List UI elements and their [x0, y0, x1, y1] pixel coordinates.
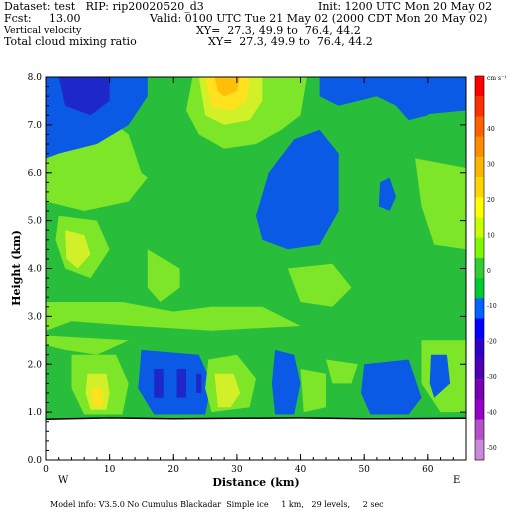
terrain-line	[45, 417, 467, 421]
cross-section-endpoints-1: XY= 27.3, 49.9 to 76.4, 44.2	[196, 24, 361, 37]
colorbar-swatch	[475, 318, 484, 339]
colorbar-swatch	[475, 116, 484, 137]
terrain-ground	[45, 417, 467, 460]
colorbar-swatch	[475, 379, 484, 400]
y-tick-label: 4.0	[28, 265, 43, 275]
colorbar-tick-label: 20	[487, 197, 495, 204]
contour-region-29	[300, 369, 326, 413]
contour-region-16	[287, 263, 352, 307]
y-tick-label: 5.0	[28, 217, 43, 227]
contour-region-8	[396, 77, 441, 121]
colorbar-tick-label: -50	[487, 445, 497, 452]
colorbar-tick-label: 0	[487, 268, 491, 275]
colorbar-swatch	[475, 338, 484, 360]
model-info-footer: Model info: V3.5.0 No Cumulus Blackadar …	[50, 500, 384, 509]
x-axis: 0 10 20 30 40 50 60	[43, 77, 467, 475]
y-tick-label: 7.0	[28, 121, 43, 131]
contour-region-23	[154, 369, 164, 398]
contour-region-12	[46, 168, 148, 211]
x-tick-label: 40	[295, 465, 307, 475]
y-axis-label: Height (km)	[10, 230, 23, 306]
contour-region-2	[58, 77, 110, 116]
dataset-label: Dataset: test RIP: rip20020520_d3	[4, 0, 204, 13]
colorbar-swatch	[475, 197, 484, 218]
colorbar-swatch	[475, 257, 484, 279]
y-tick-label: 0.0	[28, 456, 43, 466]
contour-region-10	[378, 177, 396, 211]
colorbar-tick-label: 30	[487, 161, 495, 168]
terrain-fill	[46, 417, 466, 460]
contour-region-9	[256, 129, 339, 250]
colorbar-swatch	[475, 419, 484, 441]
contour-region-21	[91, 388, 104, 408]
colorbar-tick-label: -10	[487, 303, 497, 310]
x-tick-label: 20	[168, 465, 180, 475]
x-tick-label: 10	[104, 465, 116, 475]
contour-region-24	[176, 369, 186, 398]
colorbar-swatch	[475, 439, 484, 461]
colorbar-swatch	[475, 298, 484, 319]
x-tick-label: 50	[358, 465, 370, 475]
contour-region-25	[196, 373, 202, 393]
colorbar-tick-label: 40	[487, 126, 495, 133]
x-tick-label: 0	[43, 465, 49, 475]
colorbar-swatch	[475, 177, 484, 198]
x-tick-label: 60	[422, 465, 434, 475]
contour-region-18	[46, 335, 129, 355]
colorbar-tick-label: 10	[487, 232, 495, 239]
y-axis: 0.0 1.0 2.0 3.0 4.0 5.0 6.0 7.0 8.0	[28, 73, 466, 466]
colorbar-swatch	[475, 358, 484, 380]
y-tick-label: 1.0	[28, 408, 43, 418]
contour-region-15	[147, 249, 180, 302]
contour-region-28	[271, 349, 301, 415]
contour-region-30	[361, 359, 422, 415]
plot-area	[46, 77, 466, 460]
colorbar-swatch	[475, 96, 484, 117]
x-tick-label: 30	[231, 465, 243, 475]
colorbar-swatch	[475, 76, 484, 97]
colorbar: 40 30 20 10 0 -10 -20 -30 -40 -50	[474, 75, 497, 461]
east-end-label: E	[453, 475, 460, 486]
colorbar-tick-label: -40	[487, 410, 497, 417]
colorbar-tick-label: -20	[487, 339, 497, 346]
init-time: Init: 1200 UTC Mon 20 May 02	[318, 0, 493, 13]
colorbar-swatch	[475, 136, 484, 158]
y-tick-label: 2.0	[28, 360, 43, 370]
y-tick-label: 6.0	[28, 169, 43, 179]
x-axis-label: Distance (km)	[212, 476, 299, 489]
colorbar-frame	[474, 75, 485, 461]
forecast-hour: Fcst: 13.00	[4, 12, 81, 25]
contour-region-33	[326, 359, 358, 384]
contour-region-6	[214, 77, 241, 97]
contour-region-27	[214, 373, 241, 408]
colorbar-swatch	[475, 217, 484, 238]
contour-region-17	[46, 302, 301, 331]
colorbar-swatch	[475, 237, 484, 259]
y-tick-label: 3.0	[28, 312, 43, 322]
colorbar-swatch	[475, 399, 484, 420]
valid-time: Valid: 0100 UTC Tue 21 May 02 (2000 CDT …	[150, 12, 488, 25]
colorbar-unit: cm s⁻¹	[487, 75, 507, 82]
y-tick-label: 8.0	[28, 73, 43, 83]
west-end-label: W	[58, 475, 69, 486]
contour-region-11	[415, 158, 466, 250]
contour-region-22	[138, 349, 212, 415]
contour-region-14	[65, 230, 91, 269]
colorbar-swatch	[475, 156, 484, 178]
field-name-cloud-mixing: Total cloud mixing ratio	[4, 35, 137, 48]
colorbar-tick-label: -30	[487, 374, 497, 381]
field-name-vertical-velocity: Vertical velocity	[4, 25, 82, 36]
contour-region-32	[429, 354, 451, 398]
cross-section-endpoints-2: XY= 27.3, 49.9 to 76.4, 44.2	[208, 35, 373, 48]
colorbar-swatch	[475, 278, 484, 299]
